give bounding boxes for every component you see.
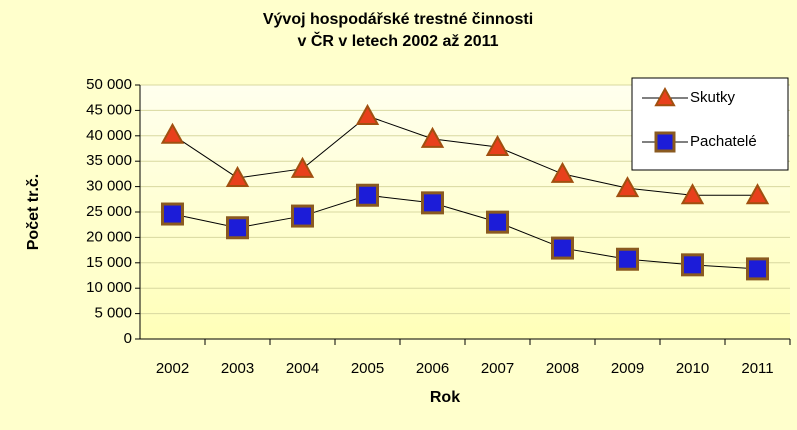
y-axis-title: Počet tr.č. (25, 174, 42, 250)
marker (654, 86, 676, 107)
marker (226, 216, 249, 240)
marker (356, 183, 379, 207)
marker (485, 134, 510, 156)
x-tick-label: 2010 (676, 360, 709, 377)
marker (291, 204, 314, 228)
marker (616, 247, 639, 271)
x-tick-label: 2004 (286, 360, 319, 377)
series-line (172, 194, 758, 270)
marker (225, 165, 250, 187)
marker (615, 176, 640, 198)
marker (290, 156, 315, 178)
y-tick-label: 40 000 (86, 127, 132, 144)
series-line (172, 115, 758, 196)
marker (161, 202, 184, 226)
marker (550, 161, 575, 183)
marker (420, 126, 445, 148)
marker (680, 183, 705, 205)
marker (745, 183, 770, 205)
x-tick-label: 2009 (611, 360, 644, 377)
x-tick-label: 2005 (351, 360, 384, 377)
marker (421, 191, 444, 215)
y-tick-label: 25 000 (86, 203, 132, 220)
y-tick-label: 10 000 (86, 279, 132, 296)
marker (355, 103, 380, 125)
marker (746, 257, 769, 281)
marker (654, 131, 676, 153)
y-tick-label: 30 000 (86, 178, 132, 195)
y-tick-label: 50 000 (86, 76, 132, 93)
x-tick-label: 2002 (156, 360, 189, 377)
x-tick-label: 2011 (741, 360, 773, 377)
x-tick-label: 2006 (416, 360, 449, 377)
marker (486, 210, 509, 234)
legend-label: Pachatelé (690, 133, 757, 150)
y-tick-label: 45 000 (86, 101, 132, 118)
chart-title: v ČR v letech 2002 až 2011 (297, 31, 498, 50)
x-axis-title: Rok (430, 389, 460, 406)
y-tick-label: 5 000 (94, 305, 132, 322)
x-tick-label: 2008 (546, 360, 579, 377)
y-tick-label: 15 000 (86, 254, 132, 271)
x-tick-label: 2007 (481, 360, 514, 377)
y-tick-label: 20 000 (86, 228, 132, 245)
marker (160, 122, 185, 144)
marker (681, 253, 704, 277)
y-tick-label: 0 (124, 330, 132, 347)
x-tick-label: 2003 (221, 360, 254, 377)
marker (551, 236, 574, 260)
chart-title: Vývoj hospodářské trestné činnosti (263, 11, 533, 28)
legend-box (631, 77, 789, 171)
y-tick-label: 35 000 (86, 152, 132, 169)
legend-label: Skutky (690, 89, 736, 106)
